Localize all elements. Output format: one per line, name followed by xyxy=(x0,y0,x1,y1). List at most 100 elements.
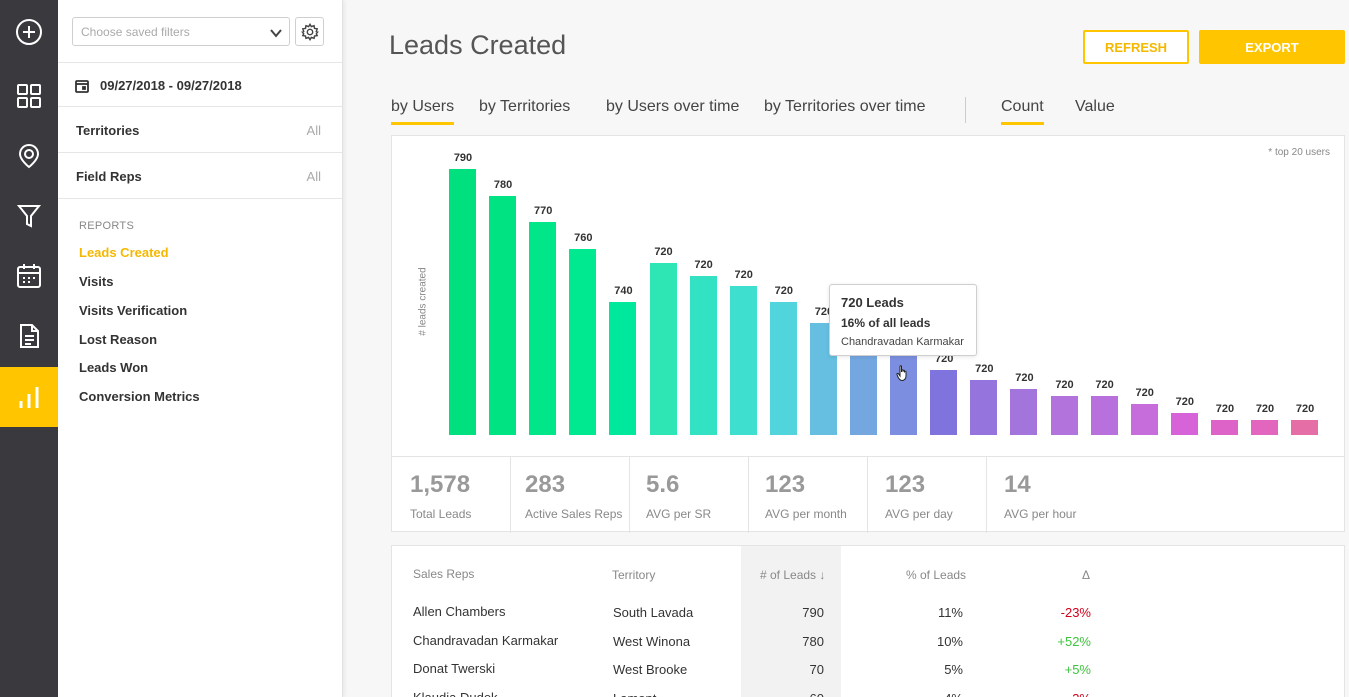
stat-caption: Active Sales Reps xyxy=(525,507,623,521)
th-territory[interactable]: Territory xyxy=(612,568,656,582)
cell-num-leads: 790 xyxy=(802,605,824,620)
chart-card: * top 20 users # leads created 790 780 770… xyxy=(391,135,1346,533)
bar-3[interactable] xyxy=(529,222,557,435)
cell-num-leads: 60 xyxy=(762,691,824,697)
stat-value: 5.6 xyxy=(646,471,680,498)
bar-4[interactable] xyxy=(569,249,597,435)
bar-15[interactable] xyxy=(1010,389,1038,435)
bar-22[interactable] xyxy=(1291,420,1319,435)
document-icon xyxy=(20,324,39,348)
bar-value-label: 720 xyxy=(654,246,673,258)
cell-pct-leads: 4% xyxy=(902,691,963,697)
nav-rail xyxy=(0,0,58,697)
stat-value: 1,578 xyxy=(410,471,471,498)
bar-value-label: 720 xyxy=(1135,387,1154,399)
stat-active-reps: 283 Active Sales Reps xyxy=(511,457,630,533)
report-visits[interactable]: Visits xyxy=(79,274,114,289)
bar-8[interactable] xyxy=(729,286,757,435)
stat-avg-per-sr: 5.6 AVG per SR xyxy=(630,457,749,533)
report-conversion-metrics[interactable]: Conversion Metrics xyxy=(79,389,200,404)
stats-row: 1,578 Total Leads 283 Active Sales Reps … xyxy=(392,456,1344,533)
saved-filters-select[interactable]: Choose saved filters xyxy=(72,17,290,46)
stat-caption: AVG per month xyxy=(765,507,847,521)
tab-by-users-over-time[interactable]: by Users over time xyxy=(606,98,740,115)
rail-documents[interactable] xyxy=(0,306,58,366)
tab-by-territories-over-time[interactable]: by Territories over time xyxy=(764,98,926,115)
chevron-down-icon xyxy=(270,29,282,38)
export-button[interactable]: EXPORT xyxy=(1199,30,1345,64)
cell-sales-rep[interactable]: Chandravadan Karmakar xyxy=(413,633,559,648)
report-leads-won[interactable]: Leads Won xyxy=(79,360,149,375)
bar-13[interactable] xyxy=(930,370,958,435)
bar-value-label: 720 xyxy=(814,306,834,318)
rail-calendar[interactable] xyxy=(0,246,58,306)
stat-value: 123 xyxy=(885,471,926,498)
tab-by-users[interactable]: by Users xyxy=(391,98,455,125)
rail-map[interactable] xyxy=(0,126,58,186)
date-range-picker[interactable]: 09/27/2018 - 09/27/2018 xyxy=(58,62,342,107)
rail-add[interactable] xyxy=(0,2,58,62)
th-delta[interactable]: Δ xyxy=(1082,568,1091,582)
filter-panel: Choose saved filters 09/27/2018 - 09/27/… xyxy=(58,0,343,697)
bar-12[interactable] xyxy=(890,353,918,435)
cell-sales-rep[interactable]: Donat Twerski xyxy=(413,661,496,676)
cell-territory: Lamont xyxy=(613,691,656,697)
report-lost-reason[interactable]: Lost Reason xyxy=(79,332,158,347)
tab-by-territories[interactable]: by Territories xyxy=(479,98,571,115)
th-sales-reps[interactable]: Sales Reps xyxy=(413,567,475,581)
stat-avg-per-day: 123 AVG per day xyxy=(868,457,987,533)
stat-caption: AVG per SR xyxy=(646,507,712,521)
stat-caption: AVG per day xyxy=(885,507,953,521)
field-reps-label: Field Reps xyxy=(76,169,142,184)
th-num-leads[interactable]: # of Leads ↓ xyxy=(760,568,826,582)
bar-value-label: 720 xyxy=(1055,379,1074,391)
bar-value-label: 770 xyxy=(534,205,553,218)
rail-dashboard[interactable] xyxy=(0,66,58,126)
filter-settings-button[interactable] xyxy=(295,17,324,46)
cell-sales-rep[interactable]: Klaudia Dudek xyxy=(413,690,498,697)
calendar-small-icon xyxy=(75,80,89,93)
bar-19[interactable] xyxy=(1170,413,1198,435)
cell-delta: +5% xyxy=(1064,662,1091,677)
bar-value-label: 740 xyxy=(614,285,633,298)
report-leads-created[interactable]: Leads Created xyxy=(79,245,169,260)
cell-delta: +52% xyxy=(1057,634,1091,649)
bar-chart-icon xyxy=(19,387,39,408)
cell-pct-leads: 5% xyxy=(944,662,963,677)
tab-count[interactable]: Count xyxy=(1001,98,1044,125)
bar-1[interactable] xyxy=(449,169,476,435)
bar-7[interactable] xyxy=(689,276,717,435)
cell-sales-rep[interactable]: Allen Chambers xyxy=(413,604,506,619)
stat-value: 123 xyxy=(765,471,806,498)
bar-18[interactable] xyxy=(1130,404,1158,435)
tooltip-leads: 720 Leads xyxy=(841,295,904,310)
bar-9[interactable] xyxy=(769,302,797,435)
tab-value[interactable]: Value xyxy=(1075,98,1115,115)
field-reps-filter[interactable]: Field Reps All xyxy=(58,153,342,199)
bar-17[interactable] xyxy=(1090,396,1118,435)
territories-filter[interactable]: Territories All xyxy=(58,107,342,153)
bar-6[interactable] xyxy=(649,263,677,435)
bar-chart: 790 780 770 760 740 720 720 720 720 720 720 720 720 7… xyxy=(392,136,1346,456)
bar-2[interactable] xyxy=(489,195,517,435)
calendar-icon xyxy=(17,264,41,288)
bar-14[interactable] xyxy=(970,380,998,435)
bar-16[interactable] xyxy=(1050,396,1078,435)
sorted-column-highlight xyxy=(741,546,841,697)
report-visits-verification[interactable]: Visits Verification xyxy=(79,303,188,318)
field-reps-value: All xyxy=(306,169,321,184)
bar-value-label: 780 xyxy=(493,178,513,191)
bar-5[interactable] xyxy=(609,302,637,435)
th-pct-leads[interactable]: % of Leads xyxy=(906,568,967,582)
bar-21[interactable] xyxy=(1251,420,1278,435)
territories-label: Territories xyxy=(76,123,140,138)
bar-20[interactable] xyxy=(1210,420,1238,435)
cell-num-leads: 780 xyxy=(802,634,824,649)
rail-reports[interactable] xyxy=(0,367,58,427)
saved-filters-placeholder: Choose saved filters xyxy=(81,25,190,39)
stat-total-leads: 1,578 Total Leads xyxy=(392,457,511,533)
rail-funnel[interactable] xyxy=(0,186,58,246)
refresh-button[interactable]: REFRESH xyxy=(1083,30,1189,64)
reports-heading: REPORTS xyxy=(79,220,135,232)
